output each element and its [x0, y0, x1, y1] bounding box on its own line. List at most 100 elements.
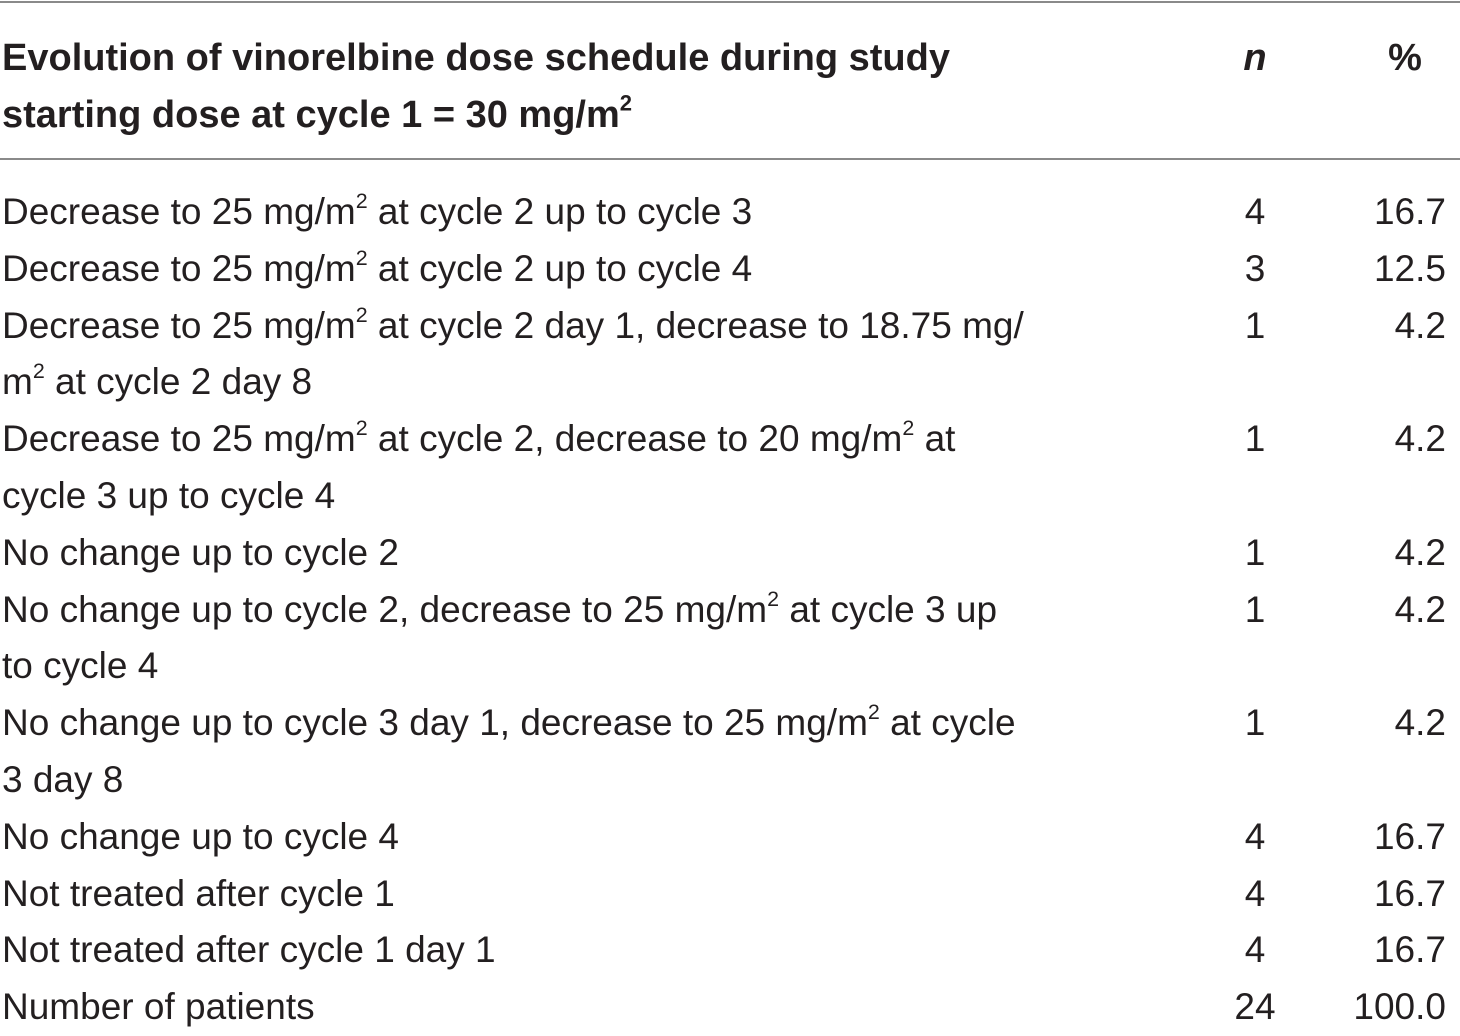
- row-text: at cycle 2 up to cycle 3: [367, 191, 753, 232]
- row-description-line: Decrease to 25 mg/m2 at cycle 2 up to cy…: [2, 184, 1152, 241]
- row-description: Decrease to 25 mg/m2 at cycle 2 up to cy…: [0, 184, 1152, 241]
- row-description-line: No change up to cycle 2: [2, 525, 1152, 582]
- row-text: at cycle 2 day 8: [44, 361, 313, 403]
- row-percent-value: 4.2: [1394, 531, 1446, 573]
- row-description: Not treated after cycle 1: [0, 866, 1152, 923]
- row-percent-value: 16.7: [1373, 191, 1446, 232]
- table-row: Decrease to 25 mg/m2 at cycle 2 day 1, d…: [0, 298, 1460, 412]
- row-text: at cycle 2, decrease to 20 mg/m: [367, 418, 903, 460]
- superscript: 2: [32, 359, 45, 384]
- row-percent-value: 16.7: [1373, 815, 1446, 857]
- row-n-value: 3: [1244, 247, 1266, 289]
- row-n-value: 4: [1244, 872, 1266, 914]
- row-text: at cycle 3 up: [779, 588, 998, 630]
- table-body: Decrease to 25 mg/m2 at cycle 2 up to cy…: [0, 184, 1460, 1036]
- table-top-rule: [0, 1, 1460, 3]
- row-percent-value: 4.2: [1394, 304, 1446, 346]
- row-description-line: Not treated after cycle 1: [2, 866, 1152, 923]
- header-percent: %: [1388, 37, 1422, 79]
- row-description-line: No change up to cycle 3 day 1, decrease …: [2, 695, 1152, 752]
- row-text: Decrease to 25 mg/m: [2, 191, 356, 232]
- row-description: Decrease to 25 mg/m2 at cycle 2 up to cy…: [0, 241, 1152, 298]
- superscript: 2: [767, 586, 780, 611]
- table-row: No change up to cycle 3 day 1, decrease …: [0, 695, 1460, 809]
- row-percent-value: 4.2: [1394, 418, 1446, 460]
- row-n-value: 1: [1244, 418, 1266, 460]
- row-text: at cycle 2 up to cycle 4: [367, 247, 753, 289]
- row-text: 3 day 8: [2, 758, 124, 800]
- row-description: Decrease to 25 mg/m2 at cycle 2, decreas…: [0, 411, 1152, 525]
- row-text: cycle 3 up to cycle 4: [2, 474, 336, 516]
- row-text: Not treated after cycle 1 day 1: [2, 929, 496, 971]
- table-row: No change up to cycle 4 4 16.7: [0, 809, 1460, 866]
- row-description-line: 3 day 8: [2, 752, 1152, 809]
- row-description: No change up to cycle 4: [0, 809, 1152, 866]
- table-row: Decrease to 25 mg/m2 at cycle 2 up to cy…: [0, 241, 1460, 298]
- header-description-line1: Evolution of vinorelbine dose schedule d…: [2, 37, 950, 79]
- superscript: 2: [355, 188, 368, 213]
- row-n-value: 1: [1244, 304, 1266, 346]
- row-text: Not treated after cycle 1: [2, 872, 395, 914]
- row-n-value: 1: [1244, 531, 1266, 573]
- row-description: No change up to cycle 3 day 1, decrease …: [0, 695, 1152, 809]
- row-description-line: No change up to cycle 2, decrease to 25 …: [2, 582, 1152, 639]
- row-text: at cycle: [879, 702, 1016, 744]
- row-description-line: m2 at cycle 2 day 8: [2, 354, 1152, 411]
- row-text: No change up to cycle 2: [2, 531, 399, 573]
- row-description: No change up to cycle 2, decrease to 25 …: [0, 582, 1152, 696]
- row-percent-value: 16.7: [1373, 929, 1446, 971]
- row-description-line: Decrease to 25 mg/m2 at cycle 2 day 1, d…: [2, 298, 1152, 355]
- row-n-value: 24: [1234, 986, 1276, 1028]
- row-percent-value: 16.7: [1373, 872, 1446, 914]
- table-row: No change up to cycle 2, decrease to 25 …: [0, 582, 1460, 696]
- table-row: Number of patients 24 100.0: [0, 979, 1460, 1036]
- header-superscript: 2: [619, 90, 633, 116]
- row-percent-value: 100.0: [1353, 986, 1446, 1028]
- superscript: 2: [355, 245, 368, 270]
- superscript: 2: [355, 302, 368, 327]
- row-text: No change up to cycle 4: [2, 815, 399, 857]
- header-description: Evolution of vinorelbine dose schedule d…: [2, 30, 1142, 144]
- row-description: Number of patients: [0, 979, 1152, 1036]
- row-text: to cycle 4: [2, 645, 159, 687]
- row-text: Number of patients: [2, 986, 315, 1028]
- row-description-line: Decrease to 25 mg/m2 at cycle 2, decreas…: [2, 411, 1152, 468]
- table-row: Not treated after cycle 1 4 16.7: [0, 866, 1460, 923]
- row-percent-value: 4.2: [1394, 588, 1446, 630]
- row-description-line: to cycle 4: [2, 638, 1152, 695]
- row-text: Decrease to 25 mg/m: [2, 418, 356, 460]
- row-n-value: 4: [1244, 815, 1266, 857]
- row-percent-value: 4.2: [1394, 702, 1446, 744]
- row-description-line: Number of patients: [2, 979, 1152, 1036]
- row-n-value: 4: [1244, 929, 1266, 971]
- header-n: n: [1243, 37, 1267, 79]
- row-description-line: No change up to cycle 4: [2, 809, 1152, 866]
- row-description-line: cycle 3 up to cycle 4: [2, 468, 1152, 525]
- row-description: Not treated after cycle 1 day 1: [0, 922, 1152, 979]
- header-description-line2-text: starting dose at cycle 1 = 30 mg/m: [2, 94, 620, 136]
- row-text: Decrease to 25 mg/m: [2, 304, 356, 346]
- row-n-value: 4: [1244, 191, 1266, 232]
- row-text: Decrease to 25 mg/m: [2, 247, 356, 289]
- superscript: 2: [867, 700, 880, 725]
- header-divider-rule: [0, 158, 1460, 160]
- header-description-line2: starting dose at cycle 1 = 30 mg/m2: [2, 87, 1142, 144]
- row-description-line: Not treated after cycle 1 day 1: [2, 922, 1152, 979]
- table-row: No change up to cycle 2 1 4.2: [0, 525, 1460, 582]
- table-row: Decrease to 25 mg/m2 at cycle 2 up to cy…: [0, 184, 1460, 241]
- row-description: No change up to cycle 2: [0, 525, 1152, 582]
- row-n-value: 1: [1244, 702, 1266, 744]
- row-n-value: 1: [1244, 588, 1266, 630]
- row-text: No change up to cycle 2, decrease to 25 …: [2, 588, 768, 630]
- row-description: Decrease to 25 mg/m2 at cycle 2 day 1, d…: [0, 298, 1152, 412]
- row-description-line: Decrease to 25 mg/m2 at cycle 2 up to cy…: [2, 241, 1152, 298]
- table-row: Not treated after cycle 1 day 1 4 16.7: [0, 922, 1460, 979]
- row-text: No change up to cycle 3 day 1, decrease …: [2, 702, 868, 744]
- table-row: Decrease to 25 mg/m2 at cycle 2, decreas…: [0, 411, 1460, 525]
- row-percent-value: 12.5: [1373, 247, 1446, 289]
- superscript: 2: [902, 416, 915, 441]
- superscript: 2: [355, 416, 368, 441]
- row-text: m: [2, 361, 33, 403]
- row-text: at cycle 2 day 1, decrease to 18.75 mg/: [367, 304, 1024, 346]
- row-text: at: [914, 418, 956, 460]
